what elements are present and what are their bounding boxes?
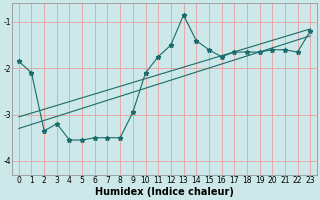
X-axis label: Humidex (Indice chaleur): Humidex (Indice chaleur) xyxy=(95,187,234,197)
